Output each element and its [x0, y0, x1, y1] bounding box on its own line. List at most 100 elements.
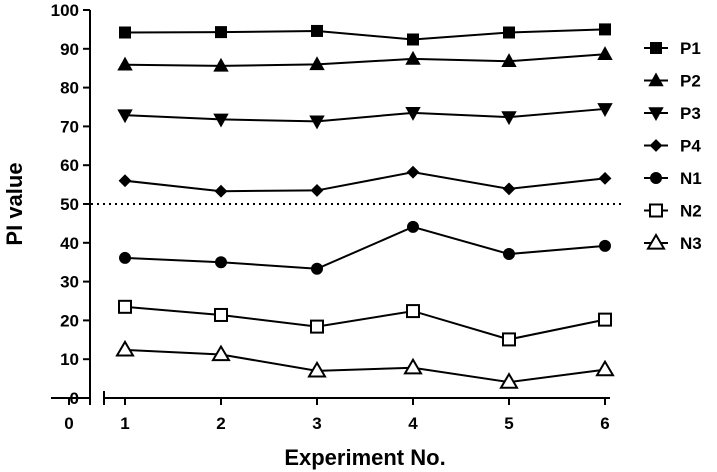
y-tick-label: 100: [51, 1, 79, 20]
legend-item-n2: N2: [644, 202, 702, 221]
data-point-p4: [406, 165, 420, 179]
data-point-p4: [214, 184, 228, 198]
data-point-p2: [309, 56, 325, 71]
data-point-p2: [117, 56, 133, 71]
legend-marker-n2: [649, 203, 663, 218]
data-point-p3: [597, 103, 613, 117]
series-n2: [118, 299, 612, 347]
x-tick-label: 1: [120, 414, 129, 433]
data-point-p1: [119, 26, 131, 39]
series-line-n1: [124, 225, 606, 270]
data-point-n3: [307, 360, 327, 378]
data-point-n1: [215, 256, 227, 269]
legend-item-p3: P3: [644, 104, 701, 123]
data-point-n2: [118, 299, 132, 314]
legend-label: N2: [680, 202, 702, 221]
x-tick-label: 4: [408, 414, 418, 433]
data-point-p1: [407, 33, 419, 46]
legend-item-n1: N1: [644, 169, 702, 188]
legend-item-p4: P4: [644, 137, 701, 156]
series-line-n2: [124, 305, 606, 341]
legend-item-p2: P2: [644, 72, 701, 91]
data-point-p2: [501, 53, 517, 68]
y-tick-label: 20: [60, 311, 79, 330]
series-line-p2: [124, 53, 606, 67]
legend-label: P4: [680, 137, 701, 156]
data-point-n3: [211, 344, 231, 362]
data-point-p4: [118, 174, 132, 188]
x-tick-label: 5: [504, 414, 513, 433]
data-point-p3: [117, 109, 133, 124]
series-line-p1: [124, 28, 606, 41]
legend: P1 P2 P3 P4 N1 N2 N3: [644, 39, 702, 253]
legend-marker-p4: [649, 139, 663, 152]
data-point-n1: [311, 262, 323, 275]
x-tick-label: 2: [216, 414, 225, 433]
data-point-p4: [310, 184, 324, 197]
y-tick-label: 30: [60, 273, 79, 292]
x-axis-title: Experiment No.: [284, 445, 445, 470]
data-point-p1: [503, 26, 515, 39]
y-tick-label: 90: [60, 40, 79, 59]
data-point-p4: [598, 171, 612, 185]
data-point-n2: [598, 312, 612, 327]
legend-label: P2: [680, 72, 701, 91]
data-point-p1: [311, 24, 323, 37]
y-tick-label: 10: [60, 350, 79, 369]
data-point-p3: [213, 113, 229, 128]
legend-label: N1: [680, 169, 702, 188]
y-tick-label: 70: [60, 117, 79, 136]
data-point-p2: [213, 57, 229, 72]
series-p3: [117, 103, 613, 130]
data-point-n2: [502, 332, 516, 347]
series-p4: [118, 165, 612, 198]
legend-marker-n3: [646, 233, 666, 250]
x-tick-label: 0: [64, 414, 73, 433]
data-point-n1: [407, 220, 419, 233]
data-point-p2: [405, 50, 421, 65]
series-n3: [115, 339, 615, 389]
axes: 01020304050607080901000123456Experiment …: [2, 1, 610, 470]
legend-item-p1: P1: [644, 39, 701, 58]
y-tick-label: 40: [60, 234, 79, 253]
plot-area: [91, 23, 622, 389]
series-line-p4: [124, 171, 606, 193]
data-point-n2: [214, 307, 228, 322]
data-point-p4: [502, 182, 516, 196]
data-point-p3: [405, 107, 421, 121]
data-point-n1: [119, 251, 131, 264]
x-tick-label: 6: [600, 414, 609, 433]
y-tick-label: 80: [60, 79, 79, 98]
legend-label: N3: [680, 234, 702, 253]
legend-marker-p3: [648, 107, 664, 122]
series-line-n3: [124, 348, 606, 384]
y-tick-label: 50: [60, 195, 79, 214]
series-line-p3: [124, 107, 606, 123]
data-point-n1: [503, 248, 515, 261]
series-p2: [117, 46, 613, 72]
series-p1: [119, 23, 611, 46]
y-tick-label: 60: [60, 156, 79, 175]
data-point-n3: [115, 339, 135, 357]
data-point-p3: [309, 115, 325, 130]
x-tick-label: 3: [312, 414, 321, 433]
legend-item-n3: N3: [644, 233, 702, 253]
data-point-n3: [403, 357, 423, 375]
data-point-p2: [597, 46, 613, 61]
data-point-n3: [499, 372, 519, 389]
data-point-p1: [215, 26, 227, 39]
data-point-n3: [595, 359, 615, 377]
legend-marker-p2: [648, 72, 664, 87]
data-point-n1: [599, 239, 611, 252]
data-point-p1: [599, 23, 611, 36]
y-axis-title: PI value: [2, 162, 27, 245]
legend-marker-p1: [650, 42, 662, 54]
legend-label: P3: [680, 104, 701, 123]
legend-marker-n1: [650, 172, 662, 184]
series-n1: [119, 220, 611, 275]
data-point-n2: [406, 304, 420, 319]
data-point-p3: [501, 111, 517, 126]
legend-label: P1: [680, 39, 701, 58]
data-point-n2: [310, 319, 324, 334]
